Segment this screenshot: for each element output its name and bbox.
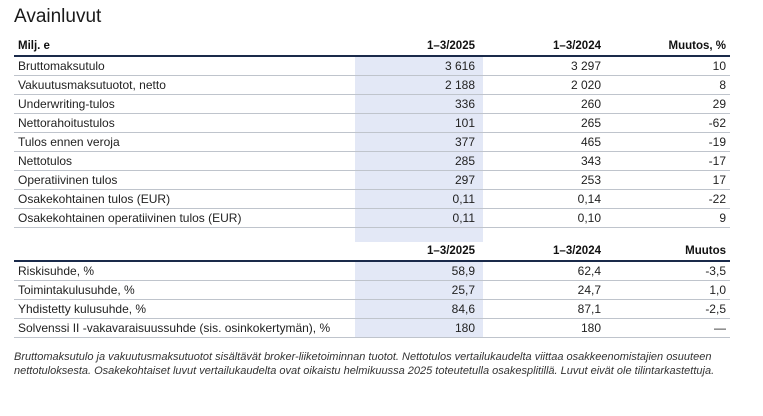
column-header-previous: 1–3/2024	[483, 37, 605, 57]
table-row: Riskisuhde, % 58,9 62,4 -3,5	[14, 261, 730, 281]
value-current: 285	[355, 151, 483, 171]
column-header-current: 1–3/2025	[355, 242, 483, 262]
row-label: Nettorahoitustulos	[14, 113, 355, 133]
column-header-change: Muutos, %	[605, 37, 730, 57]
row-label: Underwriting-tulos	[14, 94, 355, 114]
page-title: Avainluvut	[14, 6, 102, 27]
value-change: -3,5	[605, 261, 730, 281]
key-figures-table: Milj. e 1–3/2025 1–3/2024 Muutos, % Brut…	[14, 37, 730, 228]
value-change: -22	[605, 189, 730, 209]
row-label: Yhdistetty kulusuhde, %	[14, 299, 355, 319]
value-current: 3 616	[355, 56, 483, 76]
value-previous: 465	[483, 132, 605, 152]
table-row: Toimintakulusuhde, % 25,7 24,7 1,0	[14, 280, 730, 300]
row-label: Osakekohtainen tulos (EUR)	[14, 189, 355, 209]
table-row: Solvenssi II -vakavaraisuussuhde (sis. o…	[14, 318, 730, 338]
value-current: 377	[355, 132, 483, 152]
value-previous: 2 020	[483, 75, 605, 95]
column-header-label	[14, 242, 355, 262]
value-previous: 265	[483, 113, 605, 133]
value-change: 29	[605, 94, 730, 114]
value-current: 2 188	[355, 75, 483, 95]
row-label: Solvenssi II -vakavaraisuussuhde (sis. o…	[14, 318, 355, 338]
value-previous: 24,7	[483, 280, 605, 300]
column-header-current: 1–3/2025	[355, 37, 483, 57]
value-change: 9	[605, 208, 730, 228]
row-label: Tulos ennen veroja	[14, 132, 355, 152]
table-row: Bruttomaksutulo 3 616 3 297 10	[14, 56, 730, 76]
table-row: Nettorahoitustulos 101 265 -62	[14, 113, 730, 133]
value-previous: 180	[483, 318, 605, 338]
value-change: -19	[605, 132, 730, 152]
value-current: 336	[355, 94, 483, 114]
table-header-row: Milj. e 1–3/2025 1–3/2024 Muutos, %	[14, 37, 730, 57]
value-previous: 260	[483, 94, 605, 114]
row-label: Toimintakulusuhde, %	[14, 280, 355, 300]
value-current: 0,11	[355, 208, 483, 228]
value-current: 101	[355, 113, 483, 133]
value-change: -2,5	[605, 299, 730, 319]
table-row: Yhdistetty kulusuhde, % 84,6 87,1 -2,5	[14, 299, 730, 319]
value-previous: 87,1	[483, 299, 605, 319]
column-header-label: Milj. e	[14, 37, 355, 57]
value-previous: 3 297	[483, 56, 605, 76]
value-current: 58,9	[355, 261, 483, 281]
value-change: —	[605, 318, 730, 338]
ratios-table: 1–3/2025 1–3/2024 Muutos Riskisuhde, % 58…	[14, 242, 730, 338]
table-row: Nettotulos 285 343 -17	[14, 151, 730, 171]
value-previous: 0,14	[483, 189, 605, 209]
value-current: 0,11	[355, 189, 483, 209]
value-change: 8	[605, 75, 730, 95]
value-previous: 253	[483, 170, 605, 190]
value-change: 1,0	[605, 280, 730, 300]
value-current: 84,6	[355, 299, 483, 319]
value-current: 297	[355, 170, 483, 190]
value-current: 180	[355, 318, 483, 338]
value-change: 10	[605, 56, 730, 76]
value-previous: 343	[483, 151, 605, 171]
value-current: 25,7	[355, 280, 483, 300]
value-change: -17	[605, 151, 730, 171]
row-label: Operatiivinen tulos	[14, 170, 355, 190]
footnote: Bruttomaksutulo ja vakuutusmaksutuotot s…	[14, 351, 715, 377]
table-row: Underwriting-tulos 336 260 29	[14, 94, 730, 114]
value-change: -62	[605, 113, 730, 133]
value-change: 17	[605, 170, 730, 190]
row-label: Nettotulos	[14, 151, 355, 171]
row-label: Bruttomaksutulo	[14, 56, 355, 76]
table-row: Operatiivinen tulos 297 253 17	[14, 170, 730, 190]
table-row: Vakuutusmaksutuotot, netto 2 188 2 020 8	[14, 75, 730, 95]
row-label: Vakuutusmaksutuotot, netto	[14, 75, 355, 95]
table-row: Osakekohtainen tulos (EUR) 0,11 0,14 -22	[14, 189, 730, 209]
row-label: Riskisuhde, %	[14, 261, 355, 281]
value-previous: 62,4	[483, 261, 605, 281]
table-header-row: 1–3/2025 1–3/2024 Muutos	[14, 242, 730, 262]
column-header-change: Muutos	[605, 242, 730, 262]
table-row: Osakekohtainen operatiivinen tulos (EUR)…	[14, 208, 730, 228]
table-row: Tulos ennen veroja 377 465 -19	[14, 132, 730, 152]
row-label: Osakekohtainen operatiivinen tulos (EUR)	[14, 208, 355, 228]
column-header-previous: 1–3/2024	[483, 242, 605, 262]
value-previous: 0,10	[483, 208, 605, 228]
